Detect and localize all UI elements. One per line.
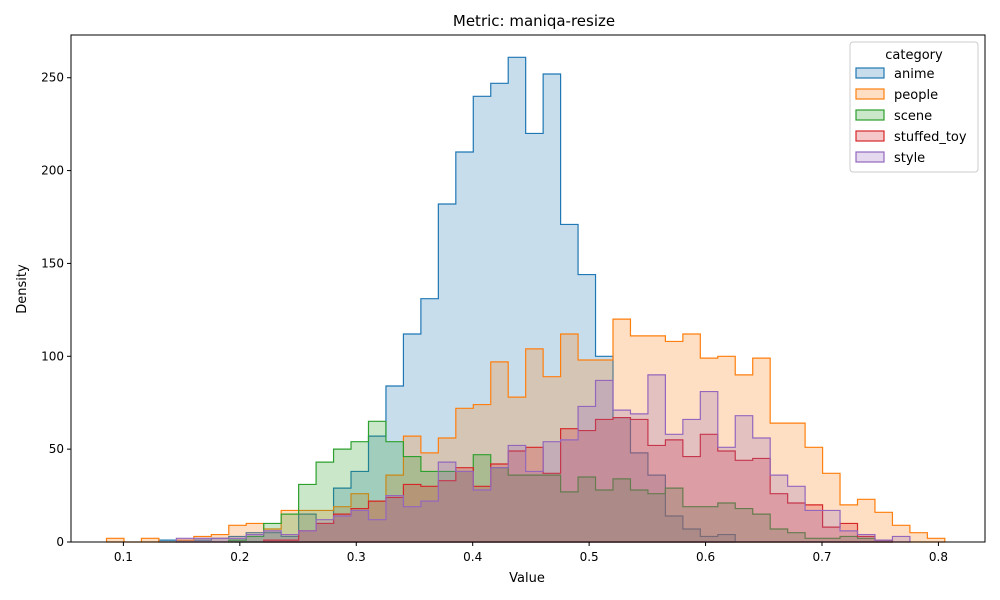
series-anime xyxy=(158,56,736,543)
y-tick-label: 250 xyxy=(41,71,64,85)
histogram-step-people xyxy=(105,318,946,543)
x-tick-label: 0.7 xyxy=(812,550,831,564)
y-tick-label: 150 xyxy=(41,256,64,270)
legend-swatch-people xyxy=(855,88,885,100)
x-tick-label: 0.4 xyxy=(463,550,482,564)
y-tick-label: 100 xyxy=(41,349,64,363)
y-axis-label: Density xyxy=(15,264,30,314)
legend-swatch-style xyxy=(855,151,885,163)
legend-box xyxy=(849,41,979,173)
x-tick-label: 0.3 xyxy=(347,550,366,564)
chart-title: Metric: maniqa-resize xyxy=(453,12,615,30)
histogram-step-scene xyxy=(228,420,894,543)
legend-label-people: people xyxy=(894,88,938,103)
x-tick-label: 0.2 xyxy=(230,550,249,564)
x-tick-label: 0.1 xyxy=(114,550,133,564)
y-tick-label: 50 xyxy=(49,442,64,456)
y-tick-label: 200 xyxy=(41,164,64,178)
legend-swatch-scene xyxy=(855,109,885,121)
x-tick-label: 0.5 xyxy=(580,550,599,564)
x-axis-label: Value xyxy=(509,571,545,586)
series-style xyxy=(175,374,911,543)
legend-label-scene: scene xyxy=(894,109,932,124)
plot-area xyxy=(105,56,946,543)
histogram-step-anime xyxy=(158,56,736,543)
legend-label-style: style xyxy=(894,151,925,166)
y-tick-label: 0 xyxy=(56,535,64,549)
histogram-step-stuffed_toy xyxy=(263,416,894,543)
x-axis: 0.1 0.2 0.3 0.4 0.5 0.6 0.7 0.8 xyxy=(114,542,948,564)
legend-swatch-anime xyxy=(855,67,885,79)
x-tick-label: 0.8 xyxy=(929,550,948,564)
series-stuffed_toy xyxy=(263,416,894,543)
histogram-step-style xyxy=(175,374,911,543)
series-scene xyxy=(228,420,894,543)
legend-label-anime: anime xyxy=(894,67,934,82)
legend-title: category xyxy=(885,48,943,63)
axes-frame xyxy=(70,34,986,543)
legend-label-stuffed_toy: stuffed_toy xyxy=(894,130,967,145)
series-people xyxy=(105,318,946,543)
legend-swatch-stuffed_toy xyxy=(855,130,885,142)
y-axis: 0 50 100 150 200 250 xyxy=(41,71,71,549)
x-tick-label: 0.6 xyxy=(696,550,715,564)
